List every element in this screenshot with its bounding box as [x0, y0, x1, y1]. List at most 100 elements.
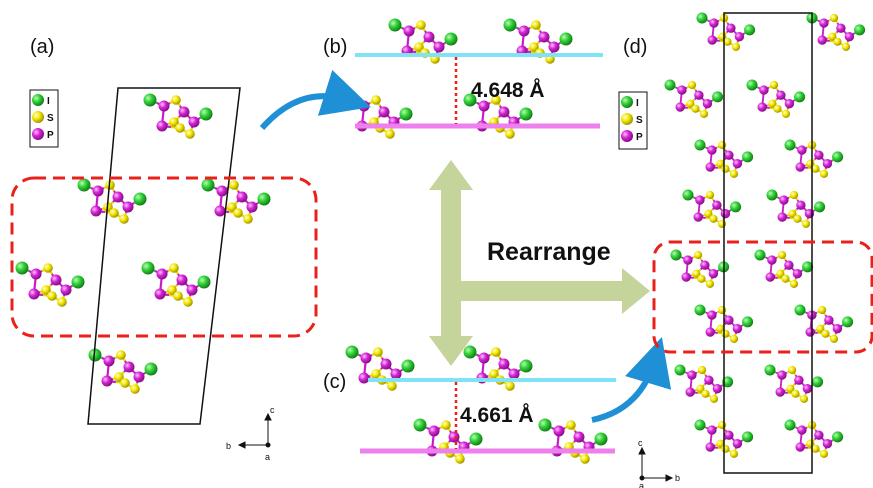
iodine-atom: [503, 18, 517, 32]
legend-label-i: I: [47, 96, 50, 107]
phosphorus-atom: [822, 439, 833, 449]
molecule-cluster: [201, 178, 271, 224]
sulfur-atom: [723, 37, 732, 46]
legend-label-i: I: [636, 98, 639, 109]
iodine-atom: [519, 107, 533, 121]
iodine-atom: [143, 93, 157, 107]
sulfur-atom: [119, 214, 129, 224]
molecule-cluster: [77, 178, 147, 224]
phosphorus-atom: [792, 269, 803, 279]
axis-c-a: c: [270, 405, 275, 415]
phosphorus-atom: [708, 269, 719, 279]
phosphorus-atom: [724, 315, 734, 325]
sulfur-atom: [709, 394, 719, 403]
iodine-atom: [854, 24, 866, 36]
sulfur-atom: [816, 324, 825, 333]
sulfur-atom: [109, 208, 119, 218]
phosphorus-atom: [30, 268, 42, 280]
molecule-cluster: [694, 304, 754, 343]
molecule-cluster: [388, 18, 458, 64]
phosphorus-atom: [707, 425, 717, 435]
iodine-atom: [832, 431, 844, 443]
sulfur-atom: [699, 109, 709, 118]
phosphorus-atom: [677, 85, 687, 95]
phosphorus-atom: [553, 425, 565, 437]
sulfur-atom: [173, 291, 183, 301]
phosphorus-atom: [694, 90, 704, 100]
sulfur-atom: [529, 42, 539, 52]
phosphorus-atom: [814, 430, 824, 440]
molecule-cluster: [754, 249, 814, 288]
iodine-atom: [388, 18, 402, 32]
unit-cell-a: [87, 87, 241, 425]
sulfur-atom: [729, 449, 739, 458]
iodine-atom: [257, 192, 271, 206]
sulfur-atom: [791, 389, 800, 398]
phosphorus-atom: [797, 425, 807, 435]
iodine-atom: [696, 12, 708, 24]
iodine-atom: [345, 345, 359, 359]
sulfur-atom: [229, 180, 239, 190]
rearrange-label: Rearrange: [487, 238, 611, 266]
iodine-atom: [444, 32, 458, 46]
iodine-atom: [463, 93, 477, 107]
phosphorus-atom: [498, 106, 510, 118]
phosphorus-atom: [832, 324, 843, 334]
phosphorus-atom: [675, 102, 685, 112]
legend-d: I S P: [618, 91, 648, 150]
legend-iodine-atom: [32, 94, 44, 106]
phosphorus-atom: [186, 284, 198, 296]
sulfur-atom: [781, 274, 790, 283]
sulfur-atom: [828, 32, 837, 41]
phosphorus-atom: [732, 324, 743, 334]
iodine-atom: [832, 151, 844, 163]
phosphorus-atom: [720, 209, 731, 219]
phosphorus-atom: [707, 310, 717, 320]
axis-c-d: c: [638, 438, 643, 448]
molecule-cluster: [670, 249, 730, 288]
iodine-atom: [814, 201, 826, 213]
phosphorus-atom: [448, 431, 460, 443]
sulfur-atom: [691, 104, 700, 113]
sulfur-atom: [169, 263, 179, 273]
phosphorus-atom: [836, 23, 846, 33]
sulfur-atom: [731, 42, 741, 51]
molecule-cluster: [764, 364, 824, 403]
phosphorus-atom: [90, 205, 102, 217]
iodine-atom: [413, 418, 427, 432]
sulfur-atom: [788, 209, 797, 218]
iodine-atom: [730, 201, 742, 213]
iodine-atom: [144, 362, 158, 376]
phosphorus-atom: [214, 205, 226, 217]
iodine-atom: [842, 316, 854, 328]
sulfur-atom: [385, 129, 395, 139]
sulfur-atom: [505, 381, 515, 391]
phosphorus-atom: [779, 195, 789, 205]
sulfur-atom: [793, 214, 802, 223]
phosphorus-atom: [700, 260, 710, 270]
phosphorus-atom: [757, 102, 767, 112]
phosphorus-atom: [50, 274, 62, 286]
sulfur-atom: [789, 279, 799, 288]
distance-label-c: 4.661 Å: [460, 403, 534, 427]
iodine-atom: [722, 376, 734, 388]
sulfur-atom: [788, 365, 797, 375]
legend-sulfur-atom: [621, 113, 633, 125]
phosphorus-atom: [797, 145, 807, 155]
molecule-layer: [15, 12, 866, 464]
sulfur-atom: [243, 214, 253, 224]
sulfur-atom: [718, 140, 727, 150]
sulfur-atom: [721, 444, 730, 453]
iodine-atom: [812, 376, 824, 388]
phosphorus-atom: [705, 162, 715, 172]
phosphorus-atom: [724, 430, 734, 440]
phosphorus-atom: [101, 375, 113, 387]
phosphorus-atom: [704, 375, 714, 385]
molecule-cluster: [88, 348, 158, 394]
iodine-atom: [682, 189, 694, 201]
phosphorus-atom: [709, 18, 719, 28]
legend-label-s: S: [47, 113, 54, 124]
phosphorus-atom: [693, 212, 703, 222]
molecule-cluster: [674, 364, 734, 403]
sulfur-atom: [120, 378, 130, 388]
